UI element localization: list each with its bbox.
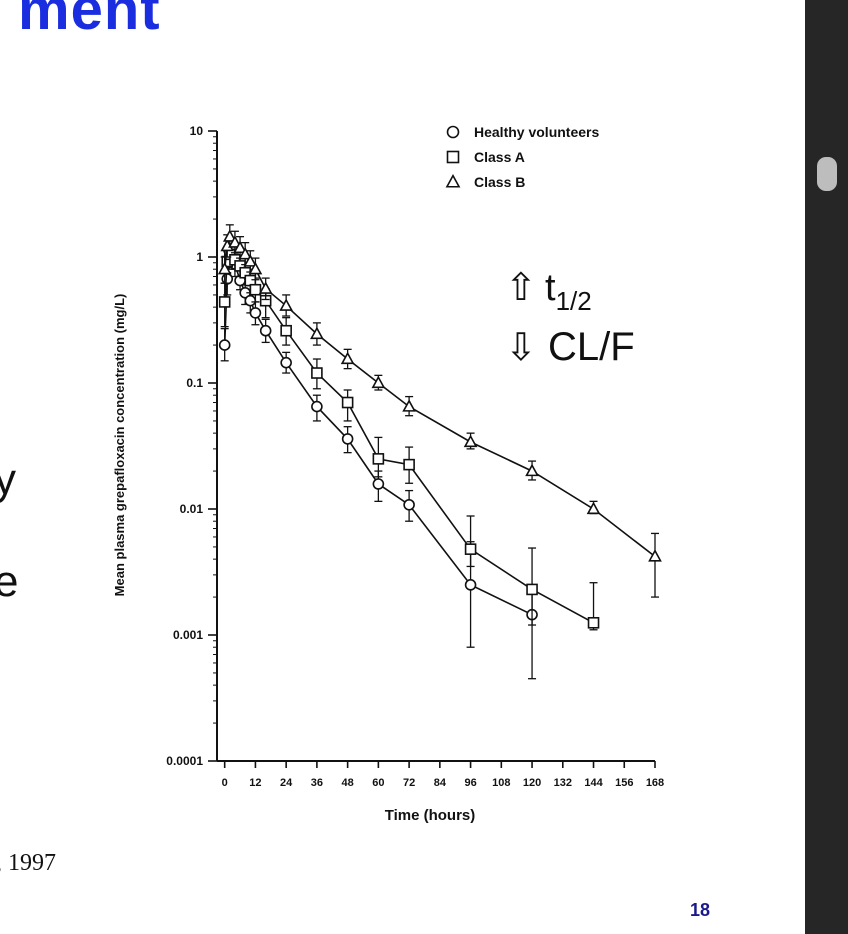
x-tick-label: 36 (311, 777, 323, 789)
data-point-square (403, 458, 415, 471)
body-text-fragment-2: e (0, 557, 19, 606)
x-tick-label: 168 (646, 777, 664, 789)
data-point-triangle (217, 261, 232, 275)
scrollbar-thumb[interactable] (817, 157, 837, 191)
y-tick-label: 10 (190, 124, 204, 138)
x-tick-label: 108 (492, 777, 510, 789)
data-point-square (372, 453, 385, 465)
data-point-circle (446, 125, 460, 139)
data-point-square (280, 324, 292, 337)
legend-label: Class A (474, 149, 525, 165)
chart-legend: Healthy volunteers Class A Class B (445, 124, 599, 190)
series-triangle (217, 224, 662, 598)
data-point-circle (372, 478, 385, 490)
x-tick-label: 12 (249, 777, 261, 789)
x-tick-label: 96 (464, 777, 476, 789)
data-point-square (446, 150, 460, 164)
series-circle (218, 248, 538, 680)
data-point-circle (280, 356, 292, 369)
series-line (223, 256, 533, 616)
half-life-base: t (545, 267, 556, 309)
data-point-triangle (340, 351, 355, 365)
data-point-square (341, 396, 354, 409)
viewer-side-panel (805, 0, 848, 934)
clearance-label: CL/F (548, 325, 635, 369)
data-point-triangle (243, 254, 258, 267)
data-point-triangle (402, 399, 416, 412)
data-point-triangle (233, 240, 247, 254)
y-tick-label: 0.0001 (166, 754, 203, 768)
x-tick-label: 72 (403, 777, 415, 789)
data-point-circle (221, 273, 234, 285)
data-point-circle (311, 400, 323, 413)
data-point-square (587, 616, 600, 629)
data-point-square (249, 283, 262, 296)
body-text-fragment-1: y (0, 455, 16, 504)
y-axis-label: Mean plasma grepafloxacin concentration … (112, 294, 127, 597)
legend-label: Healthy volunteers (474, 124, 599, 140)
data-point-square (311, 367, 323, 379)
citation: , 1997 (0, 850, 56, 876)
pk-chart: 10 1 0.1 0.01 0.001 0.0001 0 12 24 36 48 60 72 84 96 10… (112, 124, 664, 824)
x-tick-label: 0 (222, 777, 228, 789)
y-tick-label: 0.1 (186, 376, 203, 390)
data-point-circle (249, 307, 262, 319)
data-point-circle (403, 498, 415, 511)
x-tick-label: 84 (434, 777, 447, 789)
up-arrow-icon: ⇧ (505, 267, 537, 309)
half-life-label: t1/2 (545, 267, 592, 316)
data-point-square (464, 543, 477, 555)
data-point-triangle (445, 174, 461, 188)
data-point-circle (244, 294, 257, 307)
data-point-triangle (238, 246, 253, 260)
x-tick-label: 48 (342, 777, 354, 789)
x-tick-label: 24 (280, 777, 293, 789)
data-point-triangle (279, 298, 294, 311)
data-point-triangle (228, 235, 242, 248)
data-point-circle (259, 324, 272, 337)
series-line (223, 252, 594, 624)
chart-axes: 10 1 0.1 0.01 0.001 0.0001 0 12 24 36 48 60 72 84 96 10… (166, 124, 664, 789)
x-tick-label: 120 (523, 777, 541, 789)
data-point-triangle (648, 549, 662, 562)
pk-annotation: ⇧ t1/2 ⇩ CL/F (505, 267, 635, 369)
data-point-circle (341, 433, 354, 445)
data-point-circle (464, 579, 477, 591)
x-axis-label: Time (hours) (385, 807, 476, 824)
page-number: 18 (690, 900, 711, 920)
half-life-subscript: 1/2 (556, 286, 592, 316)
y-tick-label: 0.01 (180, 502, 204, 516)
data-point-triangle (248, 261, 263, 275)
data-point-triangle (463, 434, 478, 448)
x-tick-label: 60 (372, 777, 384, 789)
data-point-square (526, 583, 538, 596)
data-point-triangle (222, 229, 237, 242)
data-point-triangle (586, 501, 601, 515)
down-arrow-icon: ⇩ (505, 327, 537, 369)
series-square (218, 244, 600, 631)
legend-label: Class B (474, 174, 525, 190)
data-point-circle (218, 339, 231, 351)
data-point-triangle (258, 281, 273, 294)
slide-title-fragment: ment (18, 0, 161, 42)
slide: ment y e 10 1 0.1 0.01 0.001 0.0001 0 12 24 36 48 6… (0, 0, 711, 920)
x-tick-label: 156 (615, 777, 633, 789)
x-tick-label: 144 (584, 777, 603, 789)
data-point-square (218, 296, 231, 308)
data-point-triangle (310, 326, 324, 340)
y-tick-label: 0.001 (173, 628, 203, 642)
data-point-triangle (525, 463, 539, 477)
data-point-triangle (371, 375, 386, 389)
x-tick-label: 132 (554, 777, 572, 789)
chart-series-layer (217, 224, 662, 680)
y-tick-label: 1 (196, 250, 203, 264)
